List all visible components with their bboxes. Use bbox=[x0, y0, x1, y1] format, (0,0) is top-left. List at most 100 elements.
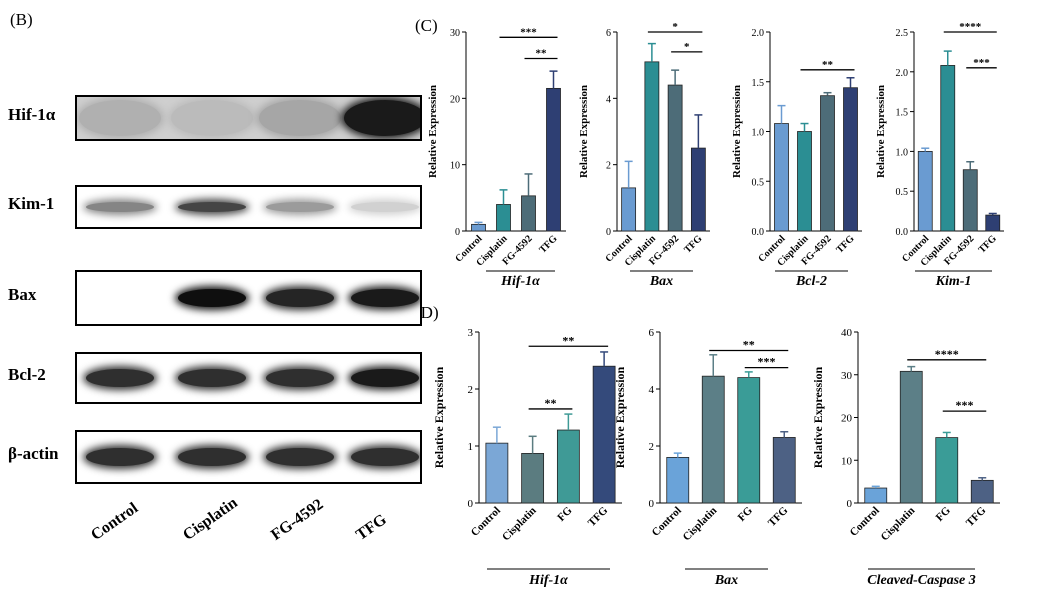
y-tick-label: 0.0 bbox=[896, 227, 909, 238]
chart-title: Hif-1α bbox=[528, 573, 568, 588]
significance-label: *** bbox=[956, 398, 974, 412]
category-label: TFG bbox=[964, 504, 989, 529]
bar bbox=[864, 487, 888, 504]
bar bbox=[485, 442, 509, 504]
bar bbox=[666, 456, 690, 504]
bar bbox=[701, 375, 725, 504]
chart-title: Bax bbox=[714, 573, 738, 588]
significance-label: *** bbox=[758, 355, 776, 369]
y-tick-label: 0 bbox=[468, 498, 474, 510]
blot-band bbox=[351, 202, 419, 212]
significance-label: ** bbox=[743, 338, 755, 352]
y-tick-label: 2 bbox=[468, 384, 474, 396]
blot-band bbox=[351, 369, 419, 387]
chart-title: Bcl-2 bbox=[795, 274, 827, 289]
chart-title: Kim-1 bbox=[935, 274, 972, 289]
y-tick-label: 2.0 bbox=[896, 68, 909, 79]
blot-row-image bbox=[75, 352, 422, 404]
blot-row-image bbox=[75, 430, 422, 484]
bar bbox=[985, 214, 1001, 232]
y-tick-label: 1 bbox=[468, 441, 474, 453]
y-tick-label: 0 bbox=[455, 227, 460, 238]
category-label: FG bbox=[736, 504, 756, 524]
bar bbox=[774, 123, 789, 232]
y-tick-label: 20 bbox=[841, 413, 853, 425]
bar bbox=[621, 187, 637, 232]
blot-row-label: Hif-1α bbox=[8, 105, 56, 124]
category-label: Control bbox=[848, 505, 882, 539]
significance-label: * bbox=[672, 21, 678, 33]
bar bbox=[917, 150, 933, 232]
y-tick-label: 20 bbox=[450, 94, 460, 105]
y-tick-label: 0.0 bbox=[752, 227, 765, 238]
blot-band bbox=[259, 100, 341, 136]
y-tick-label: 4 bbox=[649, 384, 655, 396]
chart-title: Cleaved-Caspase 3 bbox=[867, 573, 975, 588]
category-label: FG bbox=[934, 504, 954, 524]
bar bbox=[496, 204, 511, 232]
y-tick-label: 0.5 bbox=[896, 187, 909, 198]
y-tick-label: 1.5 bbox=[752, 78, 765, 89]
bar bbox=[820, 95, 835, 232]
significance-label: ** bbox=[562, 333, 574, 347]
blot-band bbox=[178, 448, 246, 466]
category-label: TFG bbox=[682, 233, 704, 255]
y-axis-label: Relative Expression bbox=[578, 85, 590, 178]
blot-row-image bbox=[75, 270, 422, 326]
category-label: Cisplatin bbox=[500, 505, 539, 544]
blot-band bbox=[86, 448, 154, 466]
bar bbox=[644, 61, 660, 232]
blot-row-label: Kim-1 bbox=[8, 194, 55, 213]
y-axis-label: Relative Expression bbox=[811, 366, 825, 468]
bar bbox=[592, 365, 616, 504]
chart-title: Hif-1α bbox=[500, 274, 540, 289]
y-axis-label: Relative Expression bbox=[427, 85, 439, 178]
significance-label: ** bbox=[536, 48, 548, 60]
blot-row-label: Bcl-2 bbox=[8, 365, 46, 384]
panel-label-c: (C) bbox=[415, 16, 438, 35]
blot-band bbox=[86, 369, 154, 387]
significance-label: ** bbox=[545, 396, 557, 410]
bar bbox=[667, 84, 683, 232]
blot-band bbox=[178, 369, 246, 387]
bar bbox=[556, 429, 580, 504]
y-axis-label: Relative Expression bbox=[731, 85, 743, 178]
y-tick-label: 2.0 bbox=[752, 28, 765, 39]
y-tick-label: 0 bbox=[847, 498, 853, 510]
blot-band bbox=[266, 289, 334, 307]
bar bbox=[521, 195, 536, 232]
blot-row-label: β-actin bbox=[8, 444, 59, 463]
bar bbox=[471, 223, 486, 232]
blot-band bbox=[79, 100, 161, 136]
y-tick-label: 4 bbox=[606, 94, 611, 105]
bar bbox=[935, 437, 959, 504]
y-tick-label: 1.0 bbox=[896, 147, 909, 158]
y-tick-label: 30 bbox=[450, 28, 460, 39]
blot-band bbox=[351, 289, 419, 307]
category-label: Control bbox=[469, 505, 503, 539]
category-label: TFG bbox=[537, 233, 559, 255]
bar bbox=[772, 437, 796, 504]
blot-band bbox=[171, 100, 253, 136]
significance-label: **** bbox=[935, 347, 959, 361]
y-tick-label: 10 bbox=[450, 161, 460, 172]
category-label: TFG bbox=[977, 233, 999, 255]
blot-band bbox=[178, 289, 246, 307]
category-label: Cisplatin bbox=[681, 505, 720, 544]
bar bbox=[843, 87, 858, 232]
y-axis-label: Relative Expression bbox=[875, 85, 887, 178]
y-tick-label: 2.5 bbox=[896, 28, 909, 39]
blot-band bbox=[86, 202, 154, 212]
y-tick-label: 0 bbox=[606, 227, 611, 238]
y-axis-label: Relative Expression bbox=[613, 366, 627, 468]
y-tick-label: 6 bbox=[606, 28, 611, 39]
blot-row-label: Bax bbox=[8, 285, 37, 304]
y-tick-label: 30 bbox=[841, 370, 853, 382]
blot-row-image bbox=[75, 185, 422, 229]
category-label: TFG bbox=[766, 504, 791, 529]
bar bbox=[940, 65, 956, 232]
y-tick-label: 6 bbox=[649, 327, 655, 339]
bar bbox=[737, 377, 761, 504]
